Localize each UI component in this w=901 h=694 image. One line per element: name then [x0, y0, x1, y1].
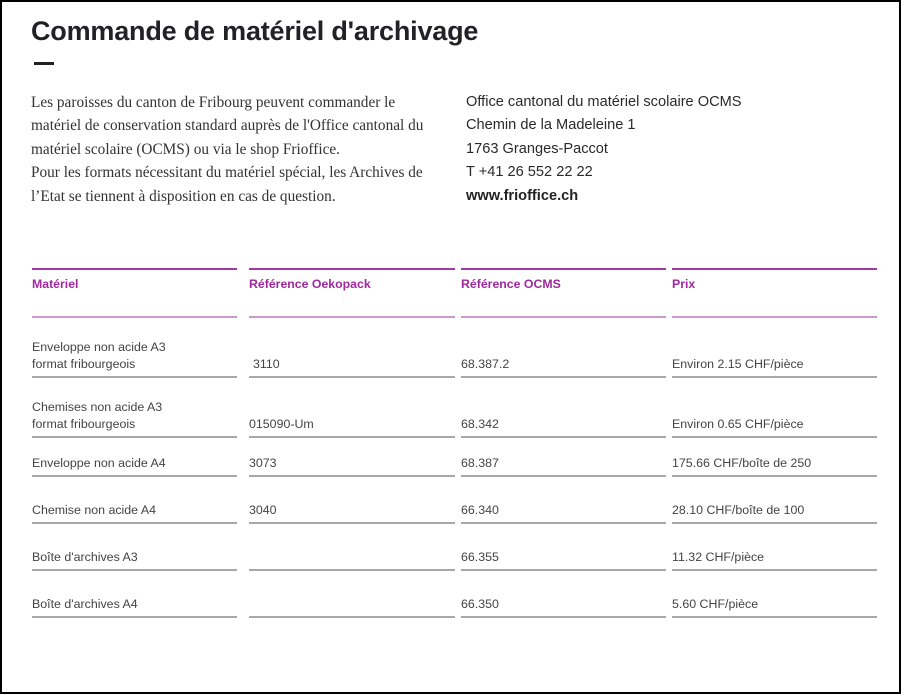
cell-price: 5.60 CHF/pièce: [672, 592, 877, 618]
cell-oekopack: [249, 592, 455, 618]
cell-price: 28.10 CHF/boîte de 100: [672, 498, 877, 524]
table-row: Boîte d'archives A3 66.355 11.32 CHF/piè…: [32, 545, 878, 571]
intro-paragraph-2: Pour les formats nécessitant du matériel…: [31, 164, 423, 205]
contact-name: Office cantonal du matériel scolaire OCM…: [466, 94, 742, 110]
material-line-1: Enveloppe non acide A3: [32, 340, 166, 354]
cell-price: Environ 0.65 CHF/pièce: [672, 394, 877, 438]
header-price: Prix: [672, 268, 877, 318]
table-row: Enveloppe non acide A4 3073 68.387 175.6…: [32, 452, 878, 477]
contact-phone: T +41 26 552 22 22: [466, 164, 593, 181]
contact-website-link[interactable]: www.frioffice.ch: [466, 187, 579, 204]
cell-ocms: 68.387.2: [461, 334, 666, 378]
page-title: Commande de matériel d'archivage: [31, 16, 479, 46]
header-material: Matériel: [32, 268, 237, 318]
contact-city: 1763 Granges-Paccot: [466, 140, 608, 157]
cell-material: Chemises non acide A3 format fribourgeoi…: [32, 394, 237, 438]
cell-oekopack: 3110: [249, 334, 455, 378]
header-ocms: Référence OCMS: [461, 268, 666, 318]
intro-paragraph-1: Les paroisses du canton de Fribourg peuv…: [31, 94, 424, 158]
cell-material: Enveloppe non acide A3 format fribourgeo…: [32, 334, 237, 378]
table-row: Enveloppe non acide A3 format fribourgeo…: [32, 334, 878, 378]
cell-oekopack: 3073: [249, 452, 455, 477]
material-line-1: Chemises non acide A3: [32, 400, 163, 414]
table-row: Chemise non acide A4 3040 66.340 28.10 C…: [32, 498, 878, 524]
cell-ocms: 68.342: [461, 394, 666, 438]
cell-material: Boîte d'archives A3: [32, 545, 237, 571]
table-row: Boîte d'archives A4 66.350 5.60 CHF/pièc…: [32, 592, 878, 618]
table-row: Chemises non acide A3 format fribourgeoi…: [32, 394, 878, 438]
cell-price: Environ 2.15 CHF/pièce: [672, 334, 877, 378]
cell-ocms: 68.387: [461, 452, 666, 477]
cell-oekopack: [249, 545, 455, 571]
material-line-2: format fribourgeois: [32, 417, 136, 431]
cell-price: 11.32 CHF/pièce: [672, 545, 877, 571]
cell-price: 175.66 CHF/boîte de 250: [672, 452, 877, 477]
cell-oekopack: 3040: [249, 498, 455, 524]
cell-oekopack: 015090-Um: [249, 394, 455, 438]
title-dash-divider: [34, 62, 54, 65]
cell-material: Boîte d'archives A4: [32, 592, 237, 618]
cell-material: Enveloppe non acide A4: [32, 452, 237, 477]
cell-material: Chemise non acide A4: [32, 498, 237, 524]
contact-street: Chemin de la Madeleine 1: [466, 117, 636, 134]
material-line-2: format fribourgeois: [32, 357, 136, 371]
intro-text: Les paroisses du canton de Fribourg peuv…: [31, 91, 446, 208]
cell-ocms: 66.350: [461, 592, 666, 618]
cell-ocms: 66.355: [461, 545, 666, 571]
cell-ocms: 66.340: [461, 498, 666, 524]
header-oekopack: Référence Oekopack: [249, 268, 455, 318]
contact-address: Office cantonal du matériel scolaire OCM…: [466, 91, 742, 208]
